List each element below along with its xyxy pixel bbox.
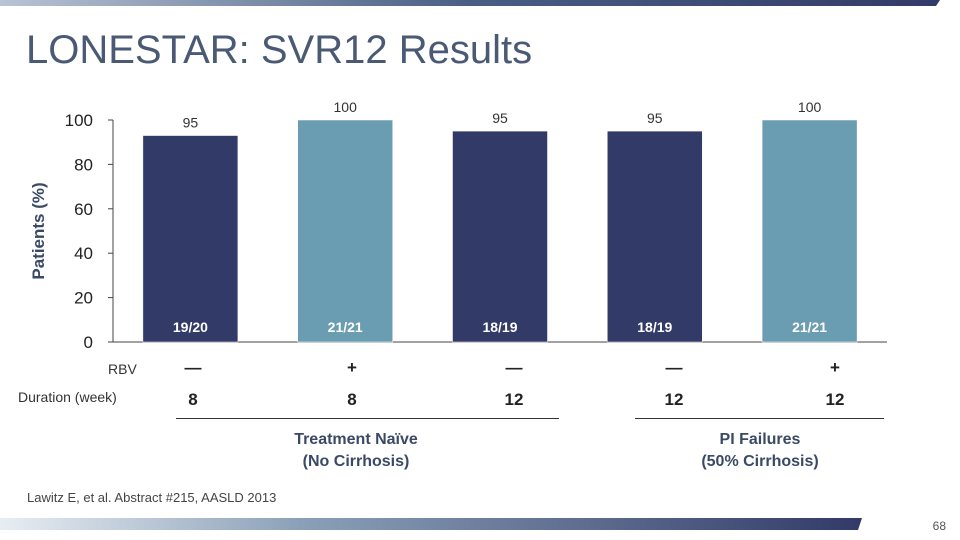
duration-value: 12 bbox=[664, 390, 684, 409]
rbv-value: + bbox=[830, 358, 840, 377]
group-divider bbox=[176, 418, 559, 419]
bar-fraction-label: 21/21 bbox=[328, 319, 363, 335]
rbv-value: — bbox=[665, 358, 683, 377]
bar bbox=[452, 130, 548, 343]
duration-value: 8 bbox=[347, 390, 357, 409]
y-tick-label: 60 bbox=[74, 200, 93, 219]
rbv-value: — bbox=[184, 358, 202, 377]
bar bbox=[142, 135, 239, 343]
bar-value-label: 100 bbox=[798, 99, 822, 115]
top-band bbox=[0, 0, 940, 6]
duration-value: 12 bbox=[825, 390, 845, 409]
group-label-pi-failures: PI Failures (50% Cirrhosis) bbox=[701, 431, 819, 470]
bar-fraction-label: 18/19 bbox=[637, 319, 672, 335]
y-tick-label: 20 bbox=[74, 289, 93, 308]
bar bbox=[297, 119, 393, 343]
source-citation: Lawitz E, et al. Abstract #215, AASLD 20… bbox=[27, 490, 277, 505]
bar bbox=[761, 119, 858, 343]
bar-chart: 0 20 40 60 80 100 Patients (%) 95 19/20 100 21/21 9… bbox=[29, 99, 887, 352]
duration-value: 12 bbox=[504, 390, 524, 409]
bar-fraction-label: 21/21 bbox=[792, 319, 827, 335]
rbv-value: — bbox=[505, 358, 523, 377]
bottom-band bbox=[0, 518, 862, 530]
bar bbox=[607, 130, 703, 343]
rbv-value: + bbox=[347, 358, 357, 377]
bar-value-label: 95 bbox=[647, 110, 663, 126]
duration-value: 8 bbox=[188, 390, 198, 409]
y-axis-label: Patients (%) bbox=[29, 182, 48, 279]
bar-value-label: 95 bbox=[183, 115, 199, 131]
bar-value-label: 100 bbox=[334, 99, 358, 115]
y-tick-label: 0 bbox=[84, 333, 93, 352]
rbv-row-label: RBV bbox=[108, 361, 137, 377]
bar-fraction-label: 18/19 bbox=[482, 319, 517, 335]
slide-title: LONESTAR: SVR12 Results bbox=[26, 28, 533, 72]
y-tick-label: 40 bbox=[74, 244, 93, 263]
bar-fraction-label: 19/20 bbox=[173, 319, 208, 335]
y-tick-label: 100 bbox=[65, 111, 93, 130]
bar-value-label: 95 bbox=[492, 110, 508, 126]
page-number: 68 bbox=[932, 519, 946, 533]
group-divider bbox=[635, 418, 884, 419]
group-label-treatment-naive: Treatment Naïve (No Cirrhosis) bbox=[294, 431, 418, 470]
duration-row-label: Duration (week) bbox=[18, 389, 117, 405]
y-tick-label: 80 bbox=[74, 155, 93, 174]
